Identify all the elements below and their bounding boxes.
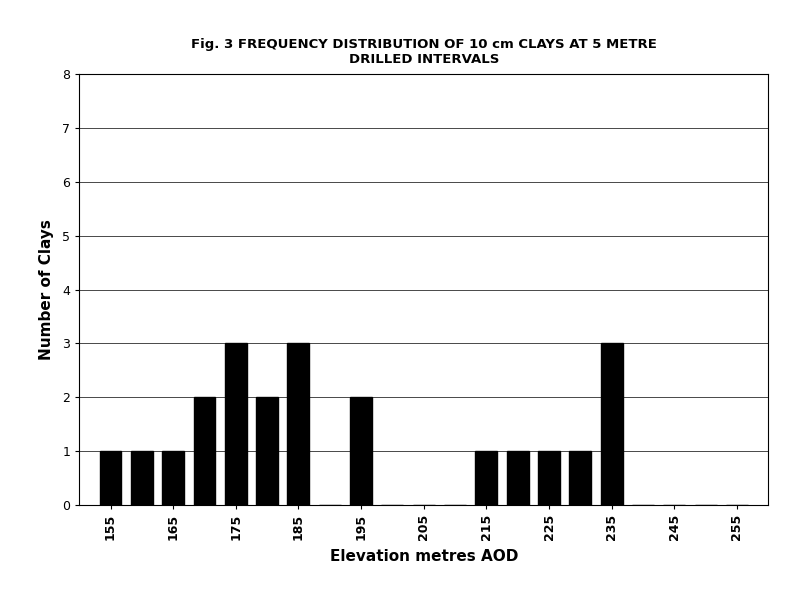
Bar (162, 451, 184, 505)
Bar (600, 343, 623, 505)
Bar (507, 451, 528, 505)
Bar (475, 451, 497, 505)
Bar (193, 397, 215, 505)
Bar (100, 451, 121, 505)
X-axis label: Elevation metres AOD: Elevation metres AOD (329, 549, 518, 564)
Bar (350, 397, 372, 505)
Bar (287, 343, 310, 505)
Bar (131, 451, 153, 505)
Y-axis label: Number of Clays: Number of Clays (39, 219, 54, 360)
Title: Fig. 3 FREQUENCY DISTRIBUTION OF 10 cm CLAYS AT 5 METRE
DRILLED INTERVALS: Fig. 3 FREQUENCY DISTRIBUTION OF 10 cm C… (191, 38, 657, 66)
Bar (538, 451, 560, 505)
Bar (225, 343, 247, 505)
Bar (256, 397, 278, 505)
Bar (569, 451, 592, 505)
